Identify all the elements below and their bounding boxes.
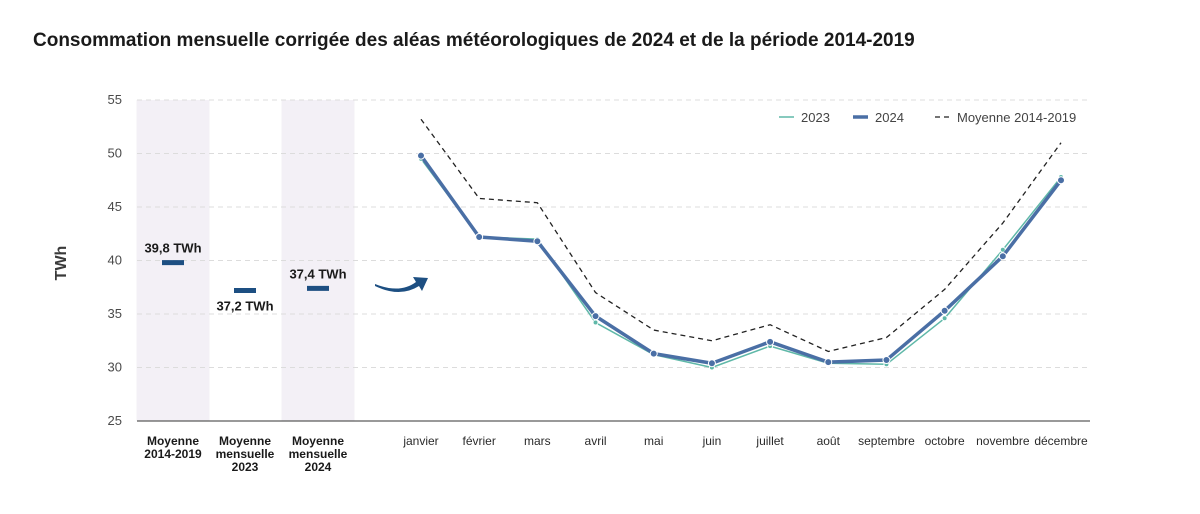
series-line-2023	[420, 158, 1062, 369]
x-tick-label: octobre	[925, 434, 965, 448]
x-tick-label: janvier	[402, 434, 438, 448]
data-point	[1057, 176, 1065, 185]
data-point	[649, 349, 658, 358]
summary-value-label: 39,8 TWh	[144, 241, 201, 256]
x-tick-label: juin	[702, 434, 722, 448]
y-axis-label: TWh	[53, 246, 70, 281]
y-tick-label: 50	[108, 146, 122, 161]
y-tick-label: 25	[108, 413, 122, 428]
summary-value-label: 37,2 TWh	[216, 298, 273, 313]
legend-label: 2023	[801, 110, 830, 125]
series-line-moyenne-2014-2019	[420, 118, 1062, 353]
x-tick-label: décembre	[1034, 434, 1088, 448]
data-point	[941, 315, 948, 322]
data-point	[591, 312, 600, 321]
data-point	[707, 359, 716, 368]
data-point	[766, 337, 775, 346]
legend-label: 2024	[875, 110, 904, 125]
data-point	[592, 319, 599, 326]
data-point	[533, 237, 542, 246]
data-point	[417, 151, 425, 160]
summary-category-label: Moyenne	[147, 434, 199, 448]
data-point	[475, 232, 484, 241]
summary-category-label: Moyenne	[292, 434, 344, 448]
y-tick-label: 35	[108, 306, 122, 321]
summary-category-label: 2014-2019	[144, 447, 202, 461]
x-tick-label: novembre	[976, 434, 1030, 448]
data-point	[940, 306, 949, 315]
data-point	[882, 356, 891, 365]
y-tick-label: 55	[108, 92, 122, 107]
summary-category-label: 2024	[305, 460, 332, 474]
summary-value-label: 37,4 TWh	[289, 266, 346, 281]
summary-category-label: mensuelle	[289, 447, 348, 461]
series-line-2024	[419, 154, 1063, 365]
y-tick-label: 40	[108, 253, 122, 268]
y-tick-label: 30	[108, 360, 122, 375]
y-tick-label: 45	[108, 199, 122, 214]
arrow-icon	[375, 277, 428, 292]
legend-label: Moyenne 2014-2019	[957, 110, 1076, 125]
x-tick-label: juillet	[755, 434, 784, 448]
x-tick-label: août	[817, 434, 841, 448]
x-tick-label: mars	[524, 434, 551, 448]
x-tick-label: avril	[585, 434, 607, 448]
x-tick-label: septembre	[858, 434, 915, 448]
x-tick-label: février	[463, 434, 496, 448]
chart-title: Consommation mensuelle corrigée des aléa…	[33, 30, 915, 51]
summary-category-label: 2023	[232, 460, 259, 474]
data-point	[998, 252, 1007, 261]
x-tick-label: mai	[644, 434, 663, 448]
summary-category-label: mensuelle	[216, 447, 275, 461]
summary-category-label: Moyenne	[219, 434, 271, 448]
data-point	[824, 358, 833, 367]
